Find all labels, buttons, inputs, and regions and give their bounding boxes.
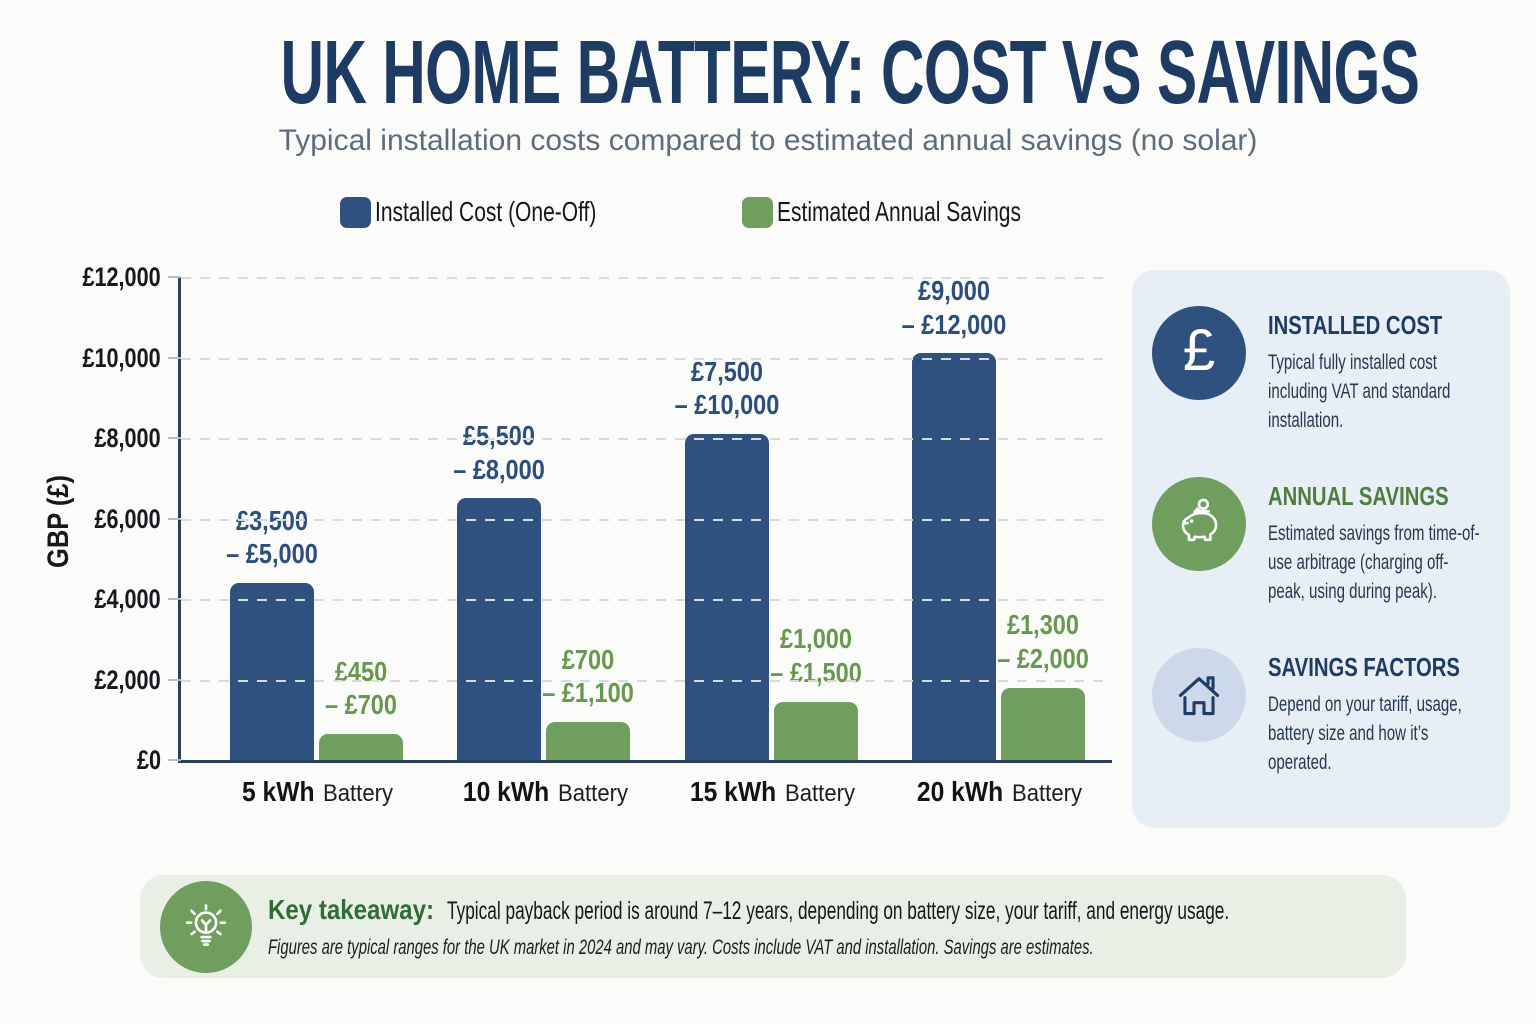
sidebar-body-savings-factors: Depend on your tariff, usage, battery si… xyxy=(1268,692,1462,775)
savings-range-label: £700– £1,100 xyxy=(542,643,635,709)
annual-savings-bar xyxy=(1000,687,1085,760)
bar-group-10-kwh: £5,500– £8,000 £700– £1,100 10 kWh Battery xyxy=(430,277,657,807)
sidebar-item-savings-factors: SAVINGS FACTORS Depend on your tariff, u… xyxy=(1152,648,1490,777)
y-axis-tick-label: £10,000 xyxy=(82,342,161,373)
installed-cost-bar xyxy=(230,582,315,760)
annual-savings-bar xyxy=(319,733,404,760)
y-axis-tick-label: £0 xyxy=(136,745,161,775)
legend-item-installed-cost: Installed Cost (One-Off) xyxy=(339,196,670,228)
sidebar-heading-savings-factors: SAVINGS FACTORS xyxy=(1268,652,1460,683)
sidebar-heading-annual-savings: ANNUAL SAVINGS xyxy=(1268,481,1449,512)
cost-range-label: £9,000– £12,000 xyxy=(901,275,1007,340)
page-title: UK HOME BATTERY: COST VS SAVINGS xyxy=(280,23,1420,123)
x-axis-label: 20 kWh Battery xyxy=(917,776,1083,807)
gridline xyxy=(181,518,1112,521)
key-takeaway-text: Typical payback period is around 7–12 ye… xyxy=(447,896,1230,925)
gridline xyxy=(181,679,1112,682)
y-axis-tick-label: £4,000 xyxy=(94,584,161,615)
bar-groups: £3,500– £5,000 £450– £700 5 kWh Battery £5,5… xyxy=(181,275,1112,807)
page-subtitle: Typical installation costs compared to e… xyxy=(278,124,1258,157)
savings-range-label: £1,000– £1,500 xyxy=(769,623,862,689)
plot-area: £3,500– £5,000 £450– £700 5 kWh Battery £5,5… xyxy=(83,262,1112,807)
x-axis-label: 10 kWh Battery xyxy=(462,776,628,807)
sidebar-heading-installed-cost: INSTALLED COST xyxy=(1268,310,1443,340)
y-axis-tick xyxy=(168,276,181,278)
legend-swatch-savings xyxy=(741,196,773,228)
key-takeaway-banner: Key takeaway: Typical payback period is … xyxy=(140,875,1406,978)
installed-cost-bar xyxy=(911,353,996,760)
bar-group-5-kwh: £3,500– £5,000 £450– £700 5 kWh Battery xyxy=(203,277,430,807)
bar-group-20-kwh: £9,000– £12,000 £1,300– £2,000 20 kWh Batte… xyxy=(885,275,1112,807)
savings-range-label: £1,300– £2,000 xyxy=(997,609,1089,674)
cost-range-label: £3,500– £5,000 xyxy=(226,504,318,570)
chart-legend: Installed Cost (One-Off) Estimated Annua… xyxy=(0,196,1489,228)
legend-label-savings: Estimated Annual Savings xyxy=(776,196,1021,227)
house-icon xyxy=(1152,648,1246,743)
y-axis-tick-label: £8,000 xyxy=(94,423,161,454)
y-axis-tick-label: £12,000 xyxy=(82,262,161,292)
savings-range-label: £450– £700 xyxy=(325,655,398,721)
key-takeaway-label: Key takeaway: xyxy=(268,893,434,925)
footnote: Figures are typical ranges for the UK ma… xyxy=(268,934,1094,959)
y-axis-tick xyxy=(168,356,181,359)
x-axis-label: 15 kWh Battery xyxy=(689,776,856,807)
y-axis-tick xyxy=(168,517,181,520)
pound-icon: £ xyxy=(1152,306,1246,400)
legend-label-cost: Installed Cost (One-Off) xyxy=(374,196,597,227)
annual-savings-bar xyxy=(546,721,631,760)
lightbulb-icon xyxy=(160,880,252,973)
installed-cost-bar xyxy=(684,433,769,760)
y-axis-tick-label: £6,000 xyxy=(94,503,161,534)
y-axis-tick-label: £2,000 xyxy=(94,664,161,695)
gridline xyxy=(181,599,1112,602)
y-axis-tick xyxy=(168,437,181,440)
sidebar-body-installed-cost: Typical fully installed cost including V… xyxy=(1268,350,1451,433)
sidebar-item-installed-cost: £ INSTALLED COST Typical fully installed… xyxy=(1152,306,1490,435)
y-axis-tick xyxy=(168,598,181,601)
bar-group-15-kwh: £7,500– £10,000 £1,000– £1,500 15 kWh Batte… xyxy=(658,277,885,807)
gridline xyxy=(181,277,1112,279)
legend-item-annual-savings: Estimated Annual Savings xyxy=(741,196,1102,228)
cost-range-label: £7,500– £10,000 xyxy=(674,355,779,421)
y-axis-tick xyxy=(168,759,181,761)
annual-savings-bar xyxy=(773,701,858,760)
cost-range-label: £5,500– £8,000 xyxy=(453,420,546,485)
x-axis-label: 5 kWh Battery xyxy=(242,776,393,807)
gridline xyxy=(181,357,1112,360)
y-axis-tick xyxy=(168,678,181,681)
info-sidebar: £ INSTALLED COST Typical fully installed… xyxy=(1132,270,1510,828)
y-axis-title: GBP (£) xyxy=(42,474,75,568)
installed-cost-bar xyxy=(457,498,542,760)
sidebar-body-annual-savings: Estimated savings from time-of-use arbit… xyxy=(1268,521,1480,604)
key-takeaway-line: Key takeaway: Typical payback period is … xyxy=(268,894,1536,926)
sidebar-item-annual-savings: ANNUAL SAVINGS Estimated savings from ti… xyxy=(1152,477,1490,606)
legend-swatch-cost xyxy=(339,196,371,228)
gridline xyxy=(181,438,1112,441)
piggy-bank-icon xyxy=(1152,477,1246,572)
